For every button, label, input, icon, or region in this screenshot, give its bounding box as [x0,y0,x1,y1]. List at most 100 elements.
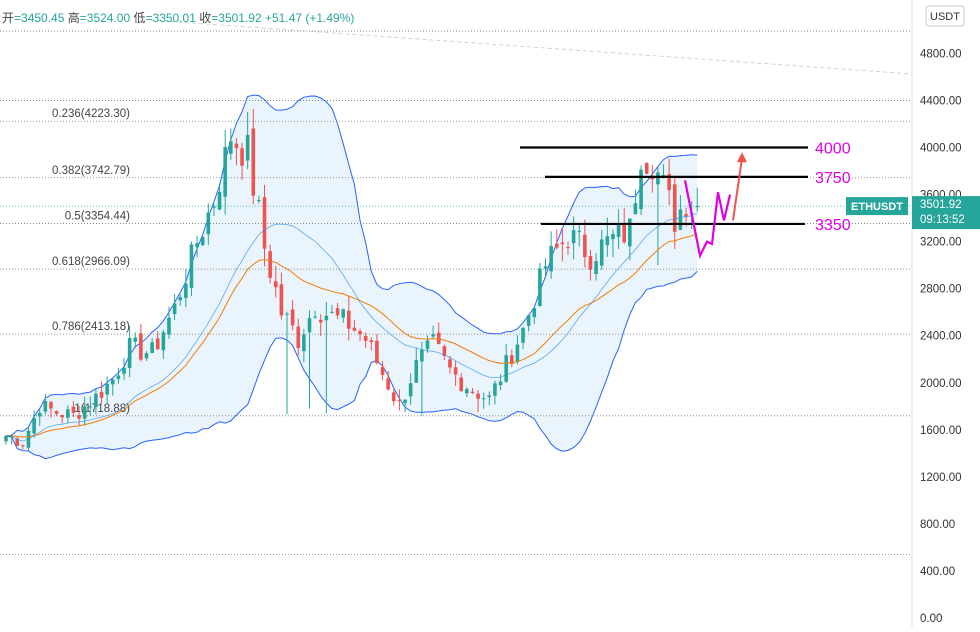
lower-band-line [5,271,698,460]
currency-button[interactable]: USDT [925,5,965,27]
candle-body [684,214,688,217]
candle-body [161,332,166,351]
candle-body [678,209,683,230]
candle-body [436,332,441,345]
axis-background [912,0,980,627]
candle-body [375,340,379,364]
candle-body [549,245,553,272]
candle-body [32,417,36,434]
candle-body [493,383,497,396]
candle-body [498,381,503,386]
candle-body [184,283,188,298]
candle-body [324,315,329,321]
candle-body [217,191,222,210]
candle-body [229,141,233,154]
candle-body [77,415,81,419]
candle-body [21,445,25,447]
candle-body [453,367,458,375]
candle-body [386,378,390,390]
up-arrow-head [737,152,747,163]
y-tick-label: 4000.00 [920,143,962,155]
candle-body [391,392,396,402]
candle-body [380,367,385,375]
fib-level-label: 0.236(4223.30) [52,108,130,120]
price-tag-value: 3501.92 [920,199,962,211]
key-level-label: 4000 [815,141,851,158]
candle-body [644,162,649,174]
y-tick-label: 1600.00 [920,425,962,437]
symbol-tag-label: ETHUSDT [851,201,903,213]
candle-body [622,224,626,243]
candle-body [470,391,475,393]
candle-body [611,233,615,240]
fib-level-label: 0.382(3742.79) [52,165,130,177]
candle-body [571,230,576,244]
candle-body [566,247,570,249]
candle-body [110,379,115,385]
candle-body [487,395,492,398]
candle-body [245,134,250,161]
candle-body [262,197,267,249]
candle-body [99,391,104,398]
candle-body [431,334,435,337]
bollinger-bands [5,94,698,460]
open-value: =3450.45 [14,11,65,25]
candle-body [510,355,514,365]
price-axis: 0.00 400.00 800.00 1200.00 1600.00 2000.00 240… [846,0,980,627]
candle-body [307,318,312,333]
candle-body [240,148,244,166]
y-tick-label: 2400.00 [920,331,962,343]
candle-body [672,184,677,232]
annotations: 4000 3750 3350 [520,141,851,260]
candle-body [538,268,542,307]
candle-body [515,344,520,362]
close-label: 收 [199,11,212,25]
band-fill [6,95,698,459]
candle-body [234,143,239,149]
candle-body [105,383,109,395]
y-tick-label: 1200.00 [920,472,962,484]
candle-body [279,284,284,316]
y-tick-label: 4400.00 [920,95,962,107]
candle-body [268,251,272,278]
candle-body [155,338,160,350]
currency-button-label: USDT [930,11,960,23]
candle-body [302,334,306,352]
candle-body [599,239,604,266]
projection-zigzag [683,180,732,260]
candle-body [335,308,340,316]
candle-body [144,353,149,359]
candle-body [403,399,407,404]
fib-level-label: 0.5(3354.44) [65,210,130,222]
candle-body [448,359,452,368]
candle-body [667,174,671,191]
y-tick-label: 4800.00 [920,48,962,60]
fib-level-label: 0.618(2966.09) [52,256,130,268]
y-tick-label: 2000.00 [920,378,962,390]
price-tag [912,196,980,230]
fib-levels: 0.236(4223.30) 0.382(3742.79) 0.5(3354.44)… [0,19,913,555]
candle-body [397,399,402,401]
candle-body [212,206,216,208]
candle-body [526,315,531,326]
candle-body [60,415,64,418]
upper-band-line [5,94,698,437]
candle-body [133,337,138,342]
candle-body [200,236,205,246]
candle-body [476,393,480,399]
candle-body [330,311,334,313]
candle-body [628,218,632,247]
currency-button-frame [925,5,965,27]
change-value: +51.47 (+1.49%) [265,11,355,25]
candle-body [442,346,447,356]
candle-body [251,128,256,196]
candle-body [15,438,20,446]
candle-body [313,316,317,318]
candle-body [318,319,323,323]
candle-body [459,377,464,391]
candle-body [656,172,660,185]
close-value: =3501.92 [211,11,262,25]
key-level-label: 3750 [815,170,851,187]
